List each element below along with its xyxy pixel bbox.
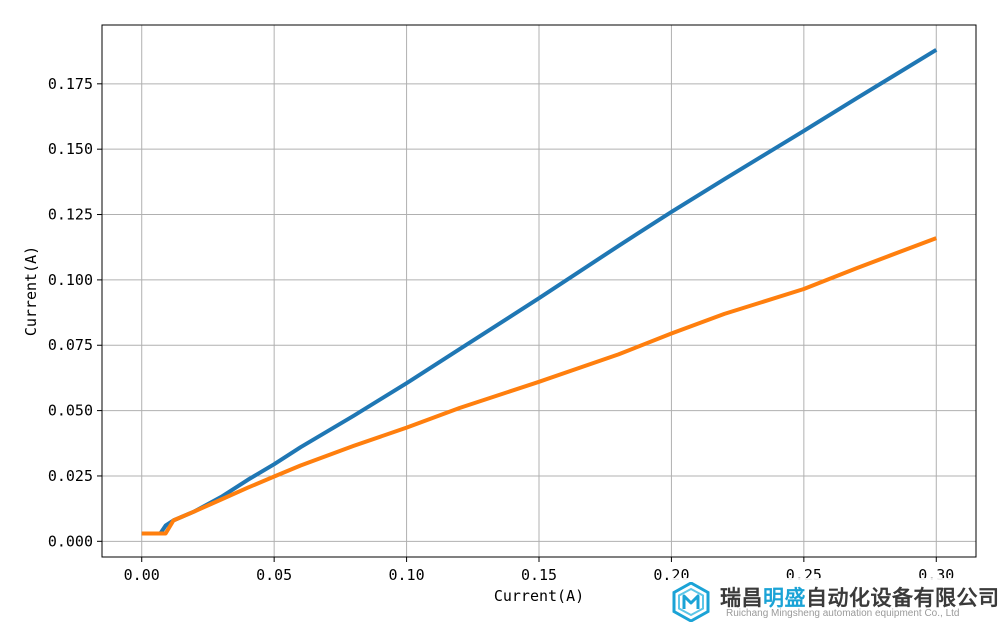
hexagon-logo-icon	[672, 582, 710, 622]
x-tick-label: 0.05	[256, 566, 292, 584]
y-gridlines	[102, 83, 976, 542]
x-tick-label: 0.15	[521, 566, 557, 584]
x-tick-label: 0.10	[389, 566, 425, 584]
y-tick-label: 0.050	[48, 402, 93, 420]
watermark-brand-english: Ruichang Mingsheng automation equipment …	[726, 608, 960, 619]
y-tick-label: 0.175	[48, 75, 93, 93]
series-line-2	[141, 236, 938, 536]
y-axis-label: Current(A)	[22, 246, 40, 336]
series-layer	[141, 48, 938, 536]
x-gridlines	[141, 25, 937, 557]
y-tick-label: 0.125	[48, 206, 93, 224]
y-tick-label: 0.075	[48, 336, 93, 354]
watermark-brand-part-b: 明盛	[763, 586, 806, 610]
x-tick-label: 0.00	[124, 566, 160, 584]
y-tick-label: 0.100	[48, 271, 93, 289]
y-tick-label: 0.000	[48, 532, 93, 550]
y-tick-label: 0.150	[48, 140, 93, 158]
watermark-brand-name: 瑞昌明盛自动化设备有限公司	[720, 582, 1000, 612]
y-ticks: 0.000 0.025 0.050 0.075 0.100 0.125 0.150 0.175	[48, 75, 102, 550]
watermark-brand-part-a: 瑞昌	[720, 586, 763, 610]
company-watermark: 瑞昌明盛自动化设备有限公司 Ruichang Mingsheng automat…	[668, 578, 1000, 625]
x-axis-label: Current(A)	[494, 587, 584, 605]
y-tick-label: 0.025	[48, 467, 93, 485]
watermark-brand-part-c: 自动化设备有限公司	[806, 586, 1000, 610]
